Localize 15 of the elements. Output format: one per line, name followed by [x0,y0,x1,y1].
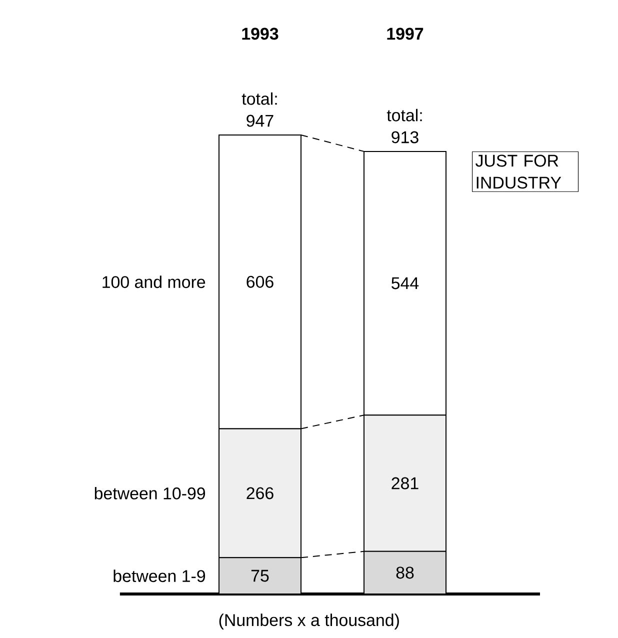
total-label: total: 913 [386,108,422,144]
data-label: 281 [392,477,418,490]
x-tick-label: 1997 [387,28,424,40]
data-label: 75 [251,570,269,582]
data-label: 606 [246,276,274,288]
annotation: JUST FOR INDUSTRY [476,154,562,189]
text: (Numbers x a thousand) [219,614,399,630]
data-label: 266 [246,487,274,500]
data-label: 544 [392,277,419,290]
series-label: between 1-9 [114,570,206,582]
series-label: 100 and more [102,276,206,288]
data-label: 88 [396,566,414,579]
x-tick-label: 1993 [242,28,278,40]
total-label: total: 947 [242,92,277,127]
series-label: between 10-99 [94,486,206,500]
